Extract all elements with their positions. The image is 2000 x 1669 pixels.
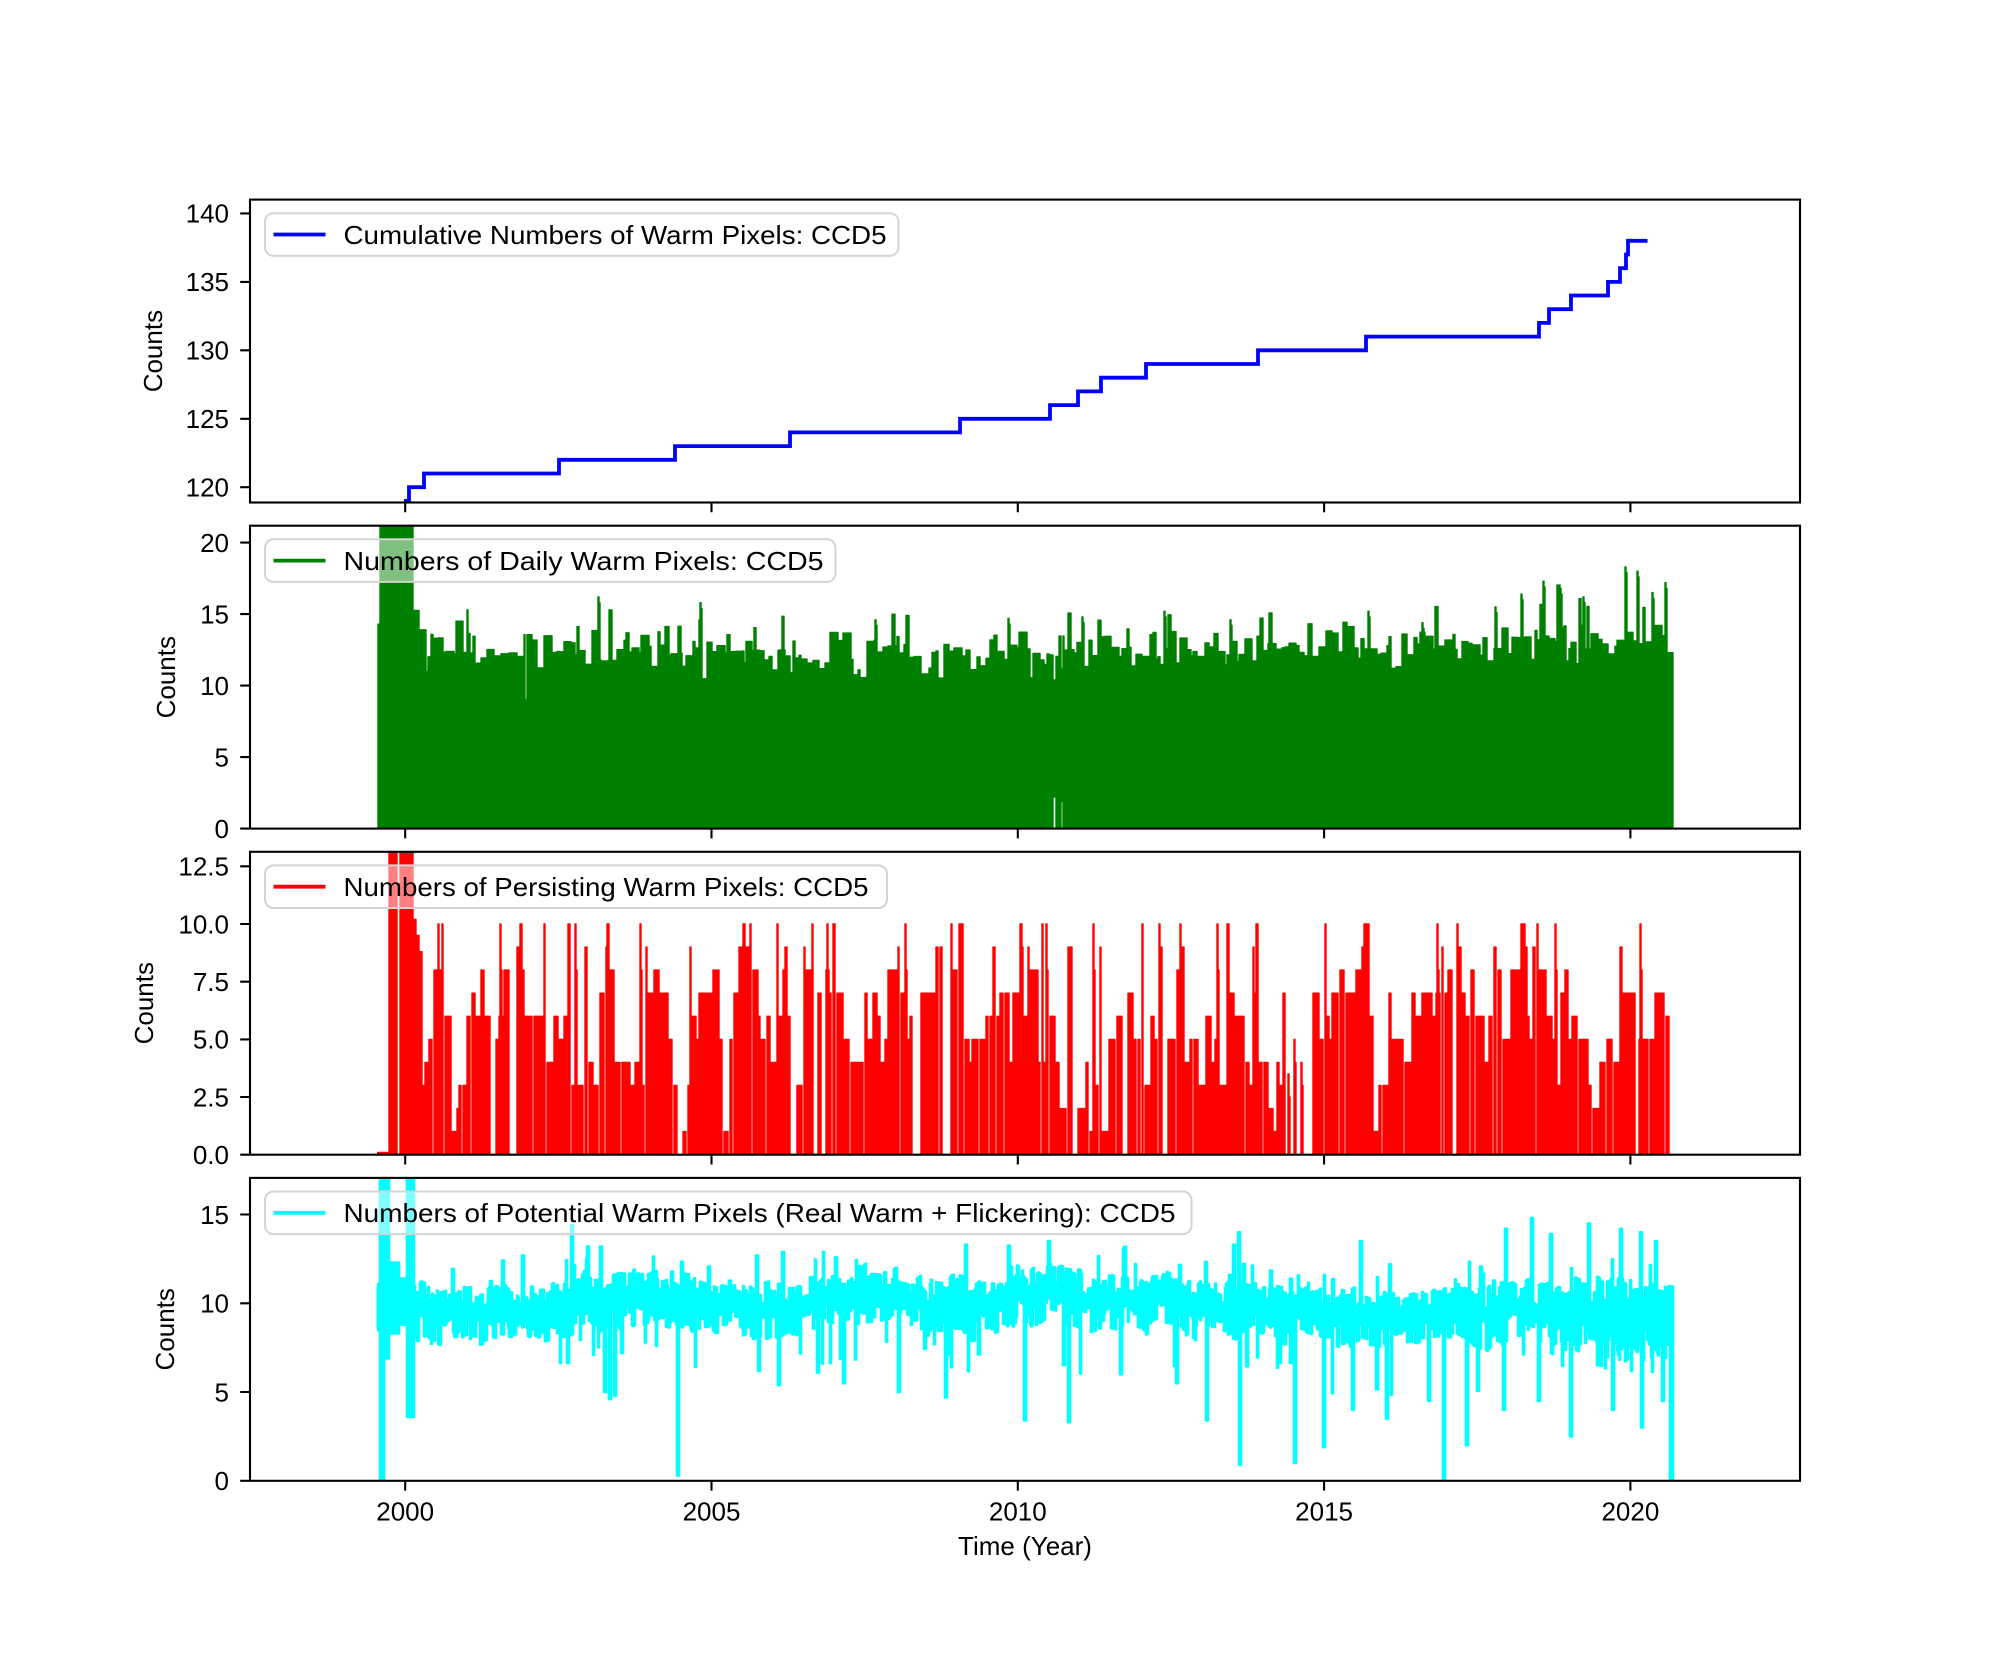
svg-text:5: 5: [215, 742, 229, 772]
svg-text:Numbers of Daily Warm Pixels:: Numbers of Daily Warm Pixels: CCD5: [344, 546, 824, 576]
svg-text:Counts: Counts: [150, 1288, 180, 1370]
svg-text:2000: 2000: [376, 1497, 434, 1527]
svg-text:Numbers of Potential Warm Pixe: Numbers of Potential Warm Pixels (Real W…: [344, 1198, 1176, 1228]
svg-text:15: 15: [200, 1200, 229, 1230]
svg-text:Numbers of Persisting Warm Pix: Numbers of Persisting Warm Pixels: CCD5: [344, 872, 869, 902]
svg-text:125: 125: [186, 404, 229, 434]
svg-text:2.5: 2.5: [193, 1082, 229, 1112]
svg-text:5.0: 5.0: [193, 1025, 229, 1055]
svg-text:0.0: 0.0: [193, 1140, 229, 1170]
svg-text:120: 120: [186, 473, 229, 503]
svg-text:10: 10: [200, 1289, 229, 1319]
svg-text:Counts: Counts: [129, 962, 159, 1044]
svg-text:2020: 2020: [1601, 1497, 1659, 1527]
svg-text:15: 15: [200, 599, 229, 629]
svg-text:130: 130: [186, 336, 229, 366]
svg-text:2010: 2010: [989, 1497, 1047, 1527]
svg-text:10.0: 10.0: [178, 909, 229, 939]
svg-text:Counts: Counts: [151, 636, 181, 718]
svg-text:0: 0: [215, 814, 229, 844]
svg-text:2015: 2015: [1295, 1497, 1353, 1527]
svg-text:0: 0: [215, 1466, 229, 1496]
svg-text:5: 5: [215, 1377, 229, 1407]
svg-text:Counts: Counts: [138, 310, 168, 392]
svg-text:Time (Year): Time (Year): [958, 1531, 1092, 1561]
svg-text:135: 135: [186, 267, 229, 297]
svg-text:2005: 2005: [683, 1497, 741, 1527]
svg-text:7.5: 7.5: [193, 967, 229, 997]
svg-text:140: 140: [186, 199, 229, 229]
svg-text:10: 10: [200, 671, 229, 701]
svg-text:12.5: 12.5: [178, 852, 229, 882]
svg-text:Cumulative Numbers of Warm Pix: Cumulative Numbers of Warm Pixels: CCD5: [344, 220, 887, 250]
svg-text:20: 20: [200, 528, 229, 558]
